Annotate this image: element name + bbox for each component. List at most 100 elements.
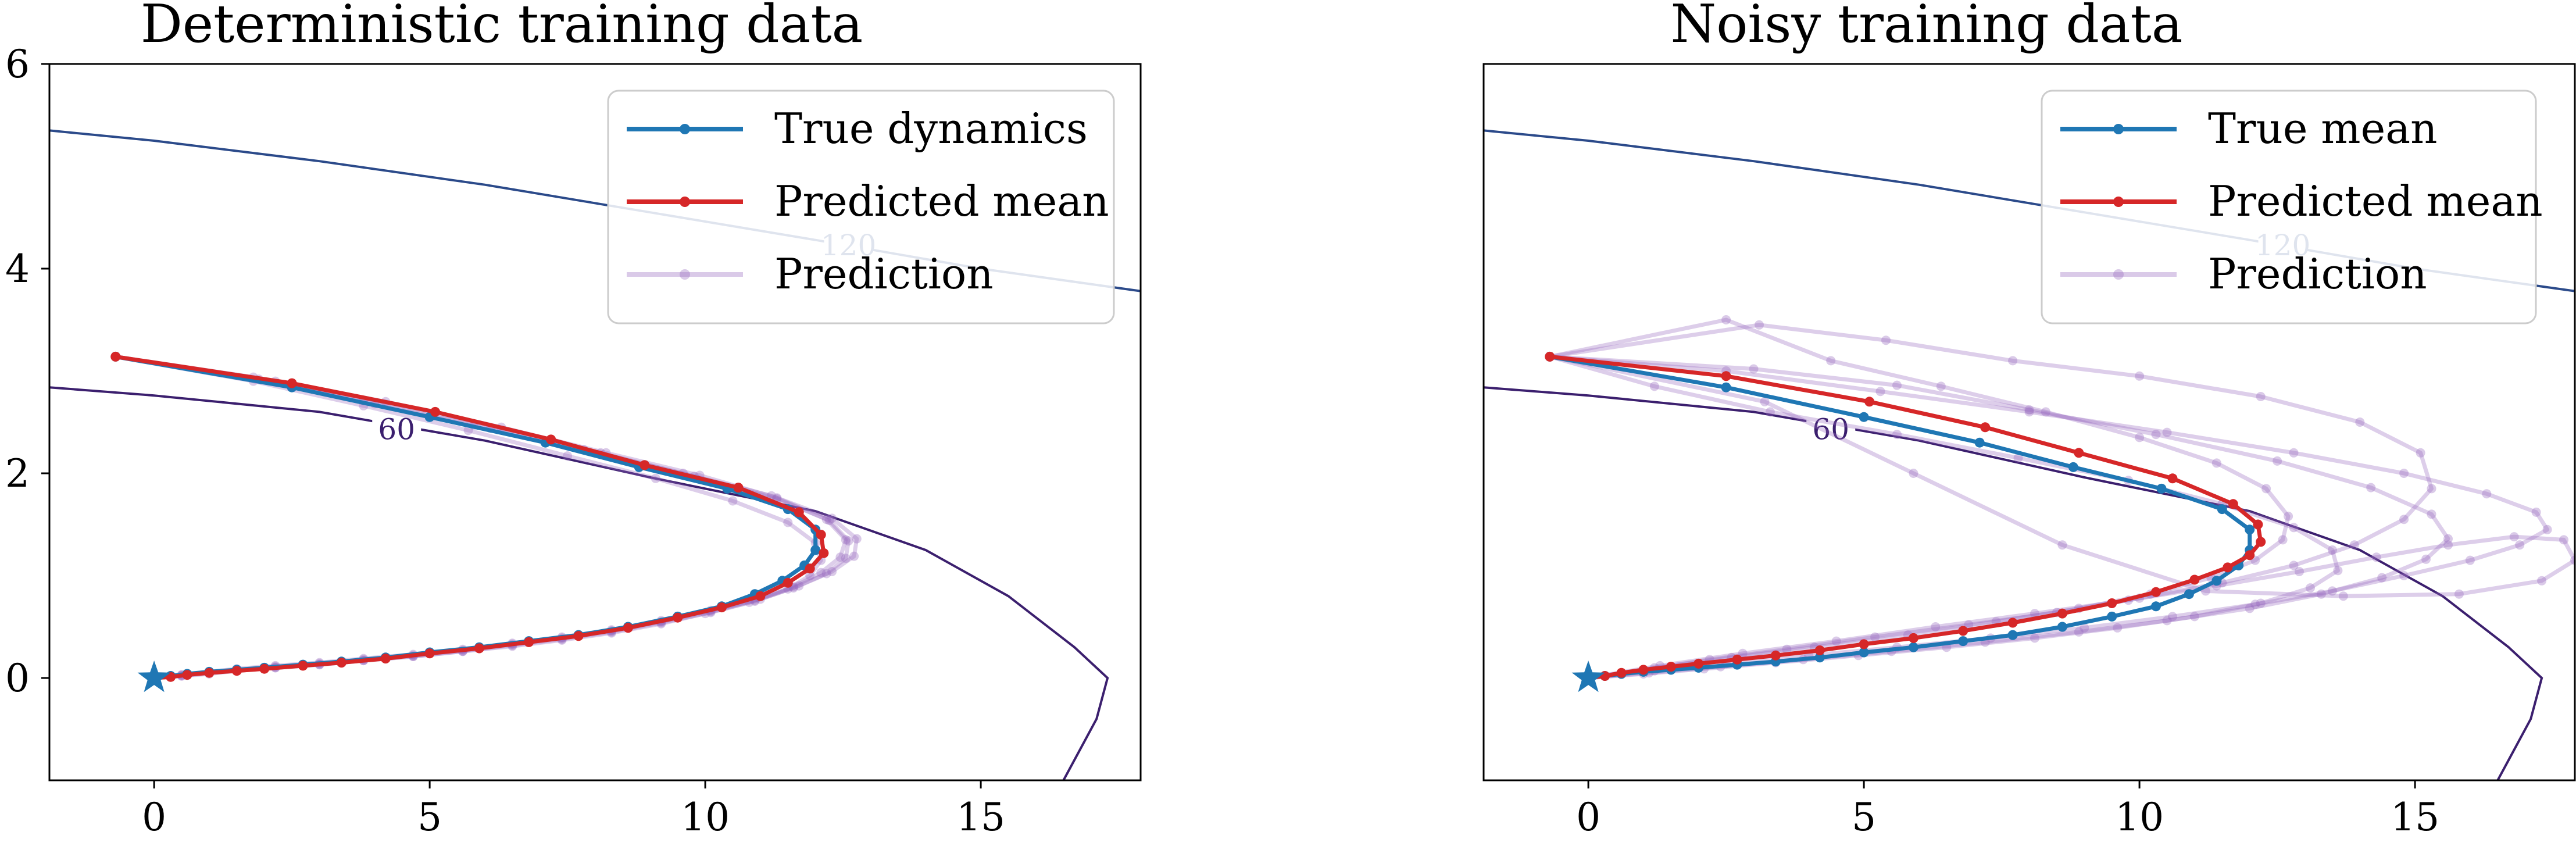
legend: True dynamics Predicted mean Prediction [607, 90, 1115, 324]
legend-box [2041, 90, 2537, 324]
legend-marker-prediction [680, 269, 690, 280]
series-point-pred [819, 548, 829, 558]
prediction-point [2306, 583, 2315, 593]
series-point-pred [110, 351, 121, 362]
prediction-point [2509, 532, 2519, 542]
prediction-point [2355, 417, 2365, 427]
x-tick-label: 5 [1852, 795, 1876, 840]
prediction-point [1760, 397, 1770, 406]
prediction-point [2366, 483, 2376, 492]
series-point-true [2107, 611, 2117, 622]
series-point-pred [2223, 562, 2233, 573]
prediction-point [2421, 554, 2431, 564]
x-tick-label: 0 [1576, 795, 1600, 840]
legend: True mean Predicted mean Prediction [2041, 90, 2543, 324]
series-point-true [1814, 652, 1825, 663]
prediction-point [1881, 336, 1891, 345]
x-tick-label: 10 [681, 795, 730, 840]
series-point-pred [1859, 639, 1869, 649]
legend-marker-true [680, 124, 690, 134]
legend-marker-pred [680, 197, 690, 207]
prediction-point [2024, 407, 2034, 417]
prediction-point [2559, 535, 2568, 545]
prediction-point [2113, 623, 2123, 633]
series-point-true [2057, 622, 2067, 632]
prediction-line-0 [1549, 317, 2291, 680]
series-point-true [2217, 504, 2227, 515]
series-point-pred [1666, 662, 1676, 672]
prediction-line-1 [115, 354, 823, 680]
series-point-pred [573, 631, 584, 641]
prediction-point [2399, 469, 2409, 478]
x-tick-label: 5 [417, 795, 442, 840]
prediction-point [2135, 371, 2145, 381]
prediction-point [2245, 604, 2255, 613]
contour-label-bg-60 [1806, 415, 1856, 444]
series-point-pred [231, 666, 242, 676]
series-point-pred [1864, 397, 1875, 407]
prediction-point [2443, 534, 2453, 544]
prediction-point [2515, 540, 2525, 550]
prediction-point [2289, 561, 2299, 570]
prediction-line-0 [115, 354, 848, 680]
prediction-point [1936, 381, 1946, 391]
prediction-point [2371, 552, 2381, 562]
legend-label-pred: Predicted mean [774, 177, 1109, 226]
prediction-point [2316, 589, 2326, 599]
series-line-true [115, 354, 818, 680]
prediction-point [1870, 632, 1880, 642]
prediction-point [821, 515, 831, 524]
prediction-point [2338, 591, 2348, 601]
prediction-point [2250, 599, 2260, 609]
contour-line-60 [1484, 386, 2543, 780]
legend-entry-pred: Predicted mean [2060, 177, 2543, 226]
series-point-pred [2245, 550, 2255, 561]
series-point-pred [524, 637, 534, 647]
series-point-pred [1908, 633, 1918, 643]
series-point-pred [1770, 650, 1781, 661]
series-point-pred [673, 612, 683, 623]
axes-frame [1482, 63, 2576, 781]
series-point-pred [430, 406, 441, 417]
contour-label-60: 60 [1812, 413, 1849, 447]
series-point-pred [474, 643, 484, 654]
prediction-point [2135, 433, 2145, 442]
chart-title: Noisy training data [1670, 0, 2182, 55]
prediction-point [1782, 644, 1792, 654]
y-tick-label: 6 [5, 42, 30, 87]
series-point-pred [259, 663, 270, 674]
prediction-point [2041, 407, 2050, 417]
prediction-point [841, 535, 851, 545]
series-point-pred [805, 563, 815, 574]
axis-ticks: 0 5 10 15 [1576, 780, 2439, 840]
chart-title: Deterministic training data [141, 0, 863, 55]
prediction-point [2080, 623, 2089, 633]
prediction-point [2427, 509, 2436, 519]
prediction-point [2289, 523, 2299, 533]
legend-marker-prediction [2113, 269, 2124, 280]
series-point-pred [2107, 598, 2117, 608]
prediction-point [1892, 380, 1902, 390]
prediction-point [2295, 567, 2304, 576]
prediction-point [2327, 586, 2337, 596]
series-point-true [2245, 524, 2255, 535]
prediction-point [728, 496, 738, 506]
series-point-pred [1721, 371, 1731, 381]
series-point-pred [794, 507, 804, 517]
legend-entry-prediction: Prediction [627, 249, 994, 298]
prediction-point [1892, 430, 1902, 440]
legend-label-true: True mean [2208, 104, 2438, 153]
series-point-pred [336, 658, 346, 668]
series-point-pred [1638, 665, 1649, 675]
series-point-pred [733, 483, 744, 493]
prediction-point [1931, 622, 1941, 631]
series-point-pred [783, 577, 793, 588]
series-line-true [1549, 354, 2252, 680]
prediction-point [2013, 453, 2023, 463]
prediction-point [2427, 484, 2436, 494]
prediction-line-2 [1549, 354, 2575, 680]
series-point-pred [623, 623, 633, 633]
legend-entry-true: True mean [2060, 104, 2438, 153]
prediction-point [2333, 566, 2343, 576]
